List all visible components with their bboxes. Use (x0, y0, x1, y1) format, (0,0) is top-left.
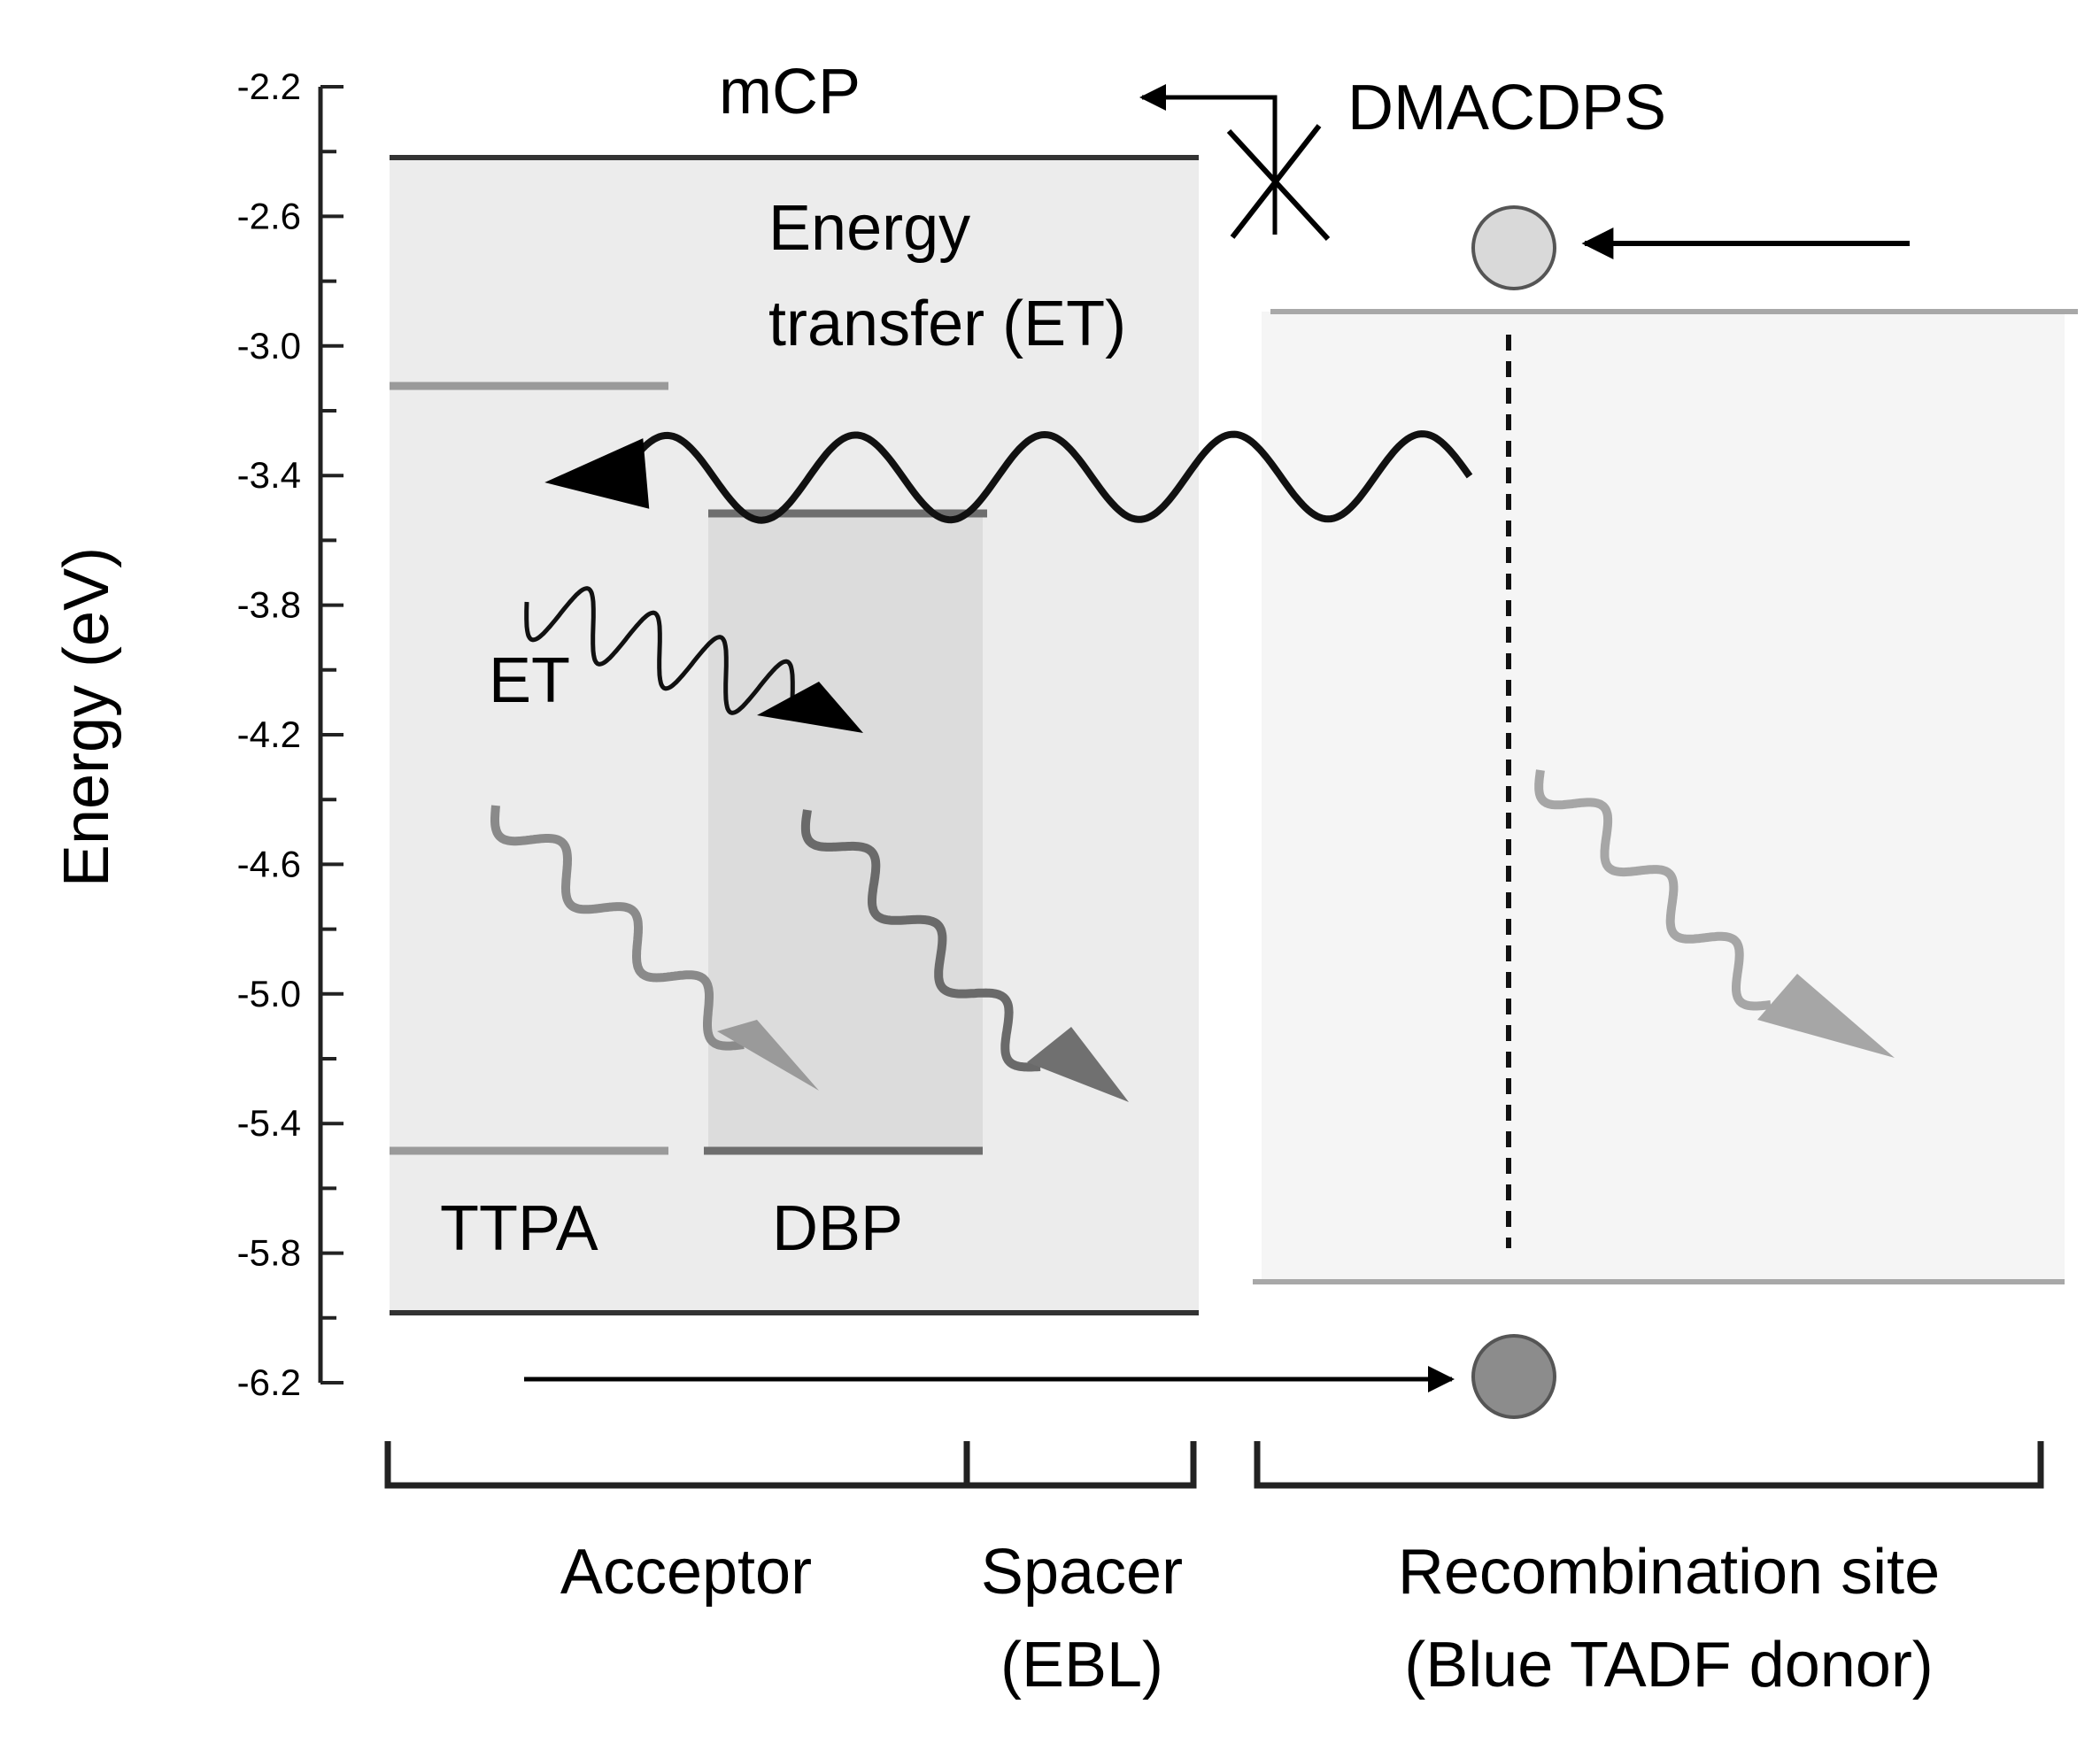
tick-label: -2.2 (237, 66, 301, 107)
region-brackets (384, 1441, 2044, 1489)
dbp-label: DBP (772, 1193, 903, 1264)
energy-transfer-label-line1: Energy (768, 193, 970, 264)
ttpa-label: TTPA (440, 1193, 598, 1264)
tick-label: -3.0 (237, 325, 301, 366)
recombination-label-line2: (Blue TADF donor) (1404, 1630, 1934, 1701)
tick-label: -2.6 (237, 195, 301, 236)
tick-label: -3.8 (237, 584, 301, 626)
tick-label: -5.8 (237, 1232, 301, 1274)
dbp-emission-arrow (800, 809, 1129, 1102)
energy-transfer-label-line2: transfer (ET) (768, 289, 1126, 359)
donor-emission-arrow (1534, 769, 1895, 1058)
tick-label: -5.4 (237, 1102, 301, 1144)
energy-axis: -2.2 -2.6 -3.0 -3.4 -3.8 -4.2 -4.6 -5.0 -5.4 -5.8… (237, 66, 344, 1403)
donor-box (1262, 312, 2065, 1282)
dbp-box (708, 513, 983, 1151)
et-label: ET (489, 645, 570, 716)
hole-icon (1471, 1334, 1556, 1419)
acceptor-label: Acceptor (560, 1537, 812, 1608)
mcp-label: mCP (719, 57, 861, 127)
dmacdps-label: DMACDPS (1347, 73, 1666, 143)
ttpa-emission-arrow (490, 805, 819, 1091)
tick-label: -3.4 (237, 454, 301, 496)
energy-transfer-wavy-arrow (544, 430, 1473, 524)
axis-label: Energy (eV) (51, 547, 122, 887)
tick-label: -5.0 (237, 973, 301, 1014)
spacer-label-line2: (EBL) (1000, 1630, 1163, 1701)
recombination-label-line1: Recombination site (1398, 1537, 1940, 1608)
spacer-label-line1: Spacer (981, 1537, 1183, 1608)
tick-label: -6.2 (237, 1361, 301, 1403)
et-small-wavy-arrow (524, 586, 863, 733)
electron-icon (1471, 205, 1556, 290)
tick-label: -4.6 (237, 843, 301, 884)
blocked-transfer-arrow (1139, 84, 1331, 242)
tick-label: -4.2 (237, 713, 301, 755)
